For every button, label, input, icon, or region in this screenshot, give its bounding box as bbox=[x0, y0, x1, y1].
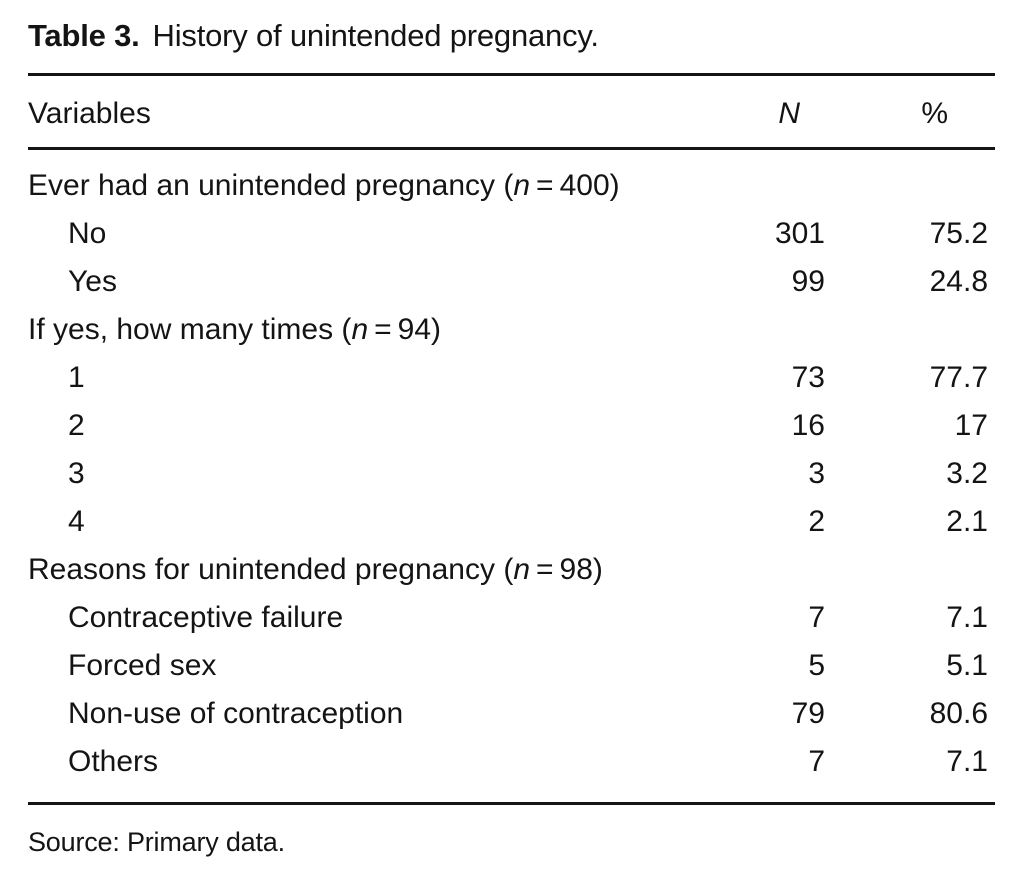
row-percent-value: 7.1 bbox=[946, 745, 988, 778]
row-n-value: 301 bbox=[774, 217, 825, 250]
table-section-row: Ever had an unintended pregnancy (n = 40… bbox=[28, 162, 995, 210]
table-title: Table 3. History of unintended pregnancy. bbox=[28, 16, 995, 56]
row-percent-value: 5.1 bbox=[946, 649, 988, 682]
column-header-percent: % bbox=[921, 96, 948, 130]
row-percent-value: 2.1 bbox=[946, 505, 988, 538]
table-caption: History of unintended pregnancy. bbox=[152, 18, 599, 53]
table-row: No 301 75.2 bbox=[28, 210, 995, 258]
row-percent-value bbox=[832, 546, 995, 594]
row-n-value: 7 bbox=[808, 745, 825, 778]
table-row: Non-use of contraception 79 80.6 bbox=[28, 690, 995, 738]
table-section-row: If yes, how many times (n = 94) bbox=[28, 306, 995, 354]
table-section-row: Reasons for unintended pregnancy (n = 98… bbox=[28, 546, 995, 594]
row-n-value: 99 bbox=[791, 265, 825, 298]
table-row: 1 73 77.7 bbox=[28, 354, 995, 402]
row-percent-value: 75.2 bbox=[929, 217, 988, 250]
row-label: Contraceptive failure bbox=[68, 601, 344, 634]
table-row: Others 7 7.1 bbox=[28, 738, 995, 786]
row-percent-value: 17 bbox=[954, 409, 988, 442]
row-n-value: 3 bbox=[808, 457, 825, 490]
row-n-value: 79 bbox=[791, 697, 825, 730]
table-row: Forced sex 5 5.1 bbox=[28, 642, 995, 690]
table-row: 2 16 17 bbox=[28, 402, 995, 450]
row-label: 3 bbox=[68, 457, 85, 490]
row-n-value: 5 bbox=[808, 649, 825, 682]
row-percent-value: 3.2 bbox=[946, 457, 988, 490]
row-label: No bbox=[68, 217, 107, 250]
row-label: If yes, how many times (n = 94) bbox=[28, 313, 442, 346]
row-label: Non-use of contraception bbox=[68, 697, 404, 730]
row-n-value bbox=[720, 306, 832, 354]
table-row: Yes 99 24.8 bbox=[28, 258, 995, 306]
row-label: Forced sex bbox=[68, 649, 217, 682]
table-row: 4 2 2.1 bbox=[28, 498, 995, 546]
source-note: Source: Primary data. bbox=[28, 827, 285, 857]
row-label: Ever had an unintended pregnancy (n = 40… bbox=[28, 169, 620, 202]
row-n-value bbox=[720, 546, 832, 594]
table-body: Ever had an unintended pregnancy (n = 40… bbox=[28, 150, 995, 802]
table-row: 3 3 3.2 bbox=[28, 450, 995, 498]
header-rule bbox=[28, 147, 995, 150]
table-number: Table 3. bbox=[28, 18, 140, 53]
top-rule bbox=[28, 73, 995, 76]
row-percent-value bbox=[832, 306, 995, 354]
column-header-n: N bbox=[778, 96, 800, 130]
row-label: Yes bbox=[68, 265, 117, 298]
table-row: Contraceptive failure 7 7.1 bbox=[28, 594, 995, 642]
row-label: Others bbox=[68, 745, 159, 778]
row-label: Reasons for unintended pregnancy (n = 98… bbox=[28, 553, 603, 586]
row-n-value: 2 bbox=[808, 505, 825, 538]
row-n-value: 73 bbox=[791, 361, 825, 394]
bottom-rule bbox=[28, 802, 995, 805]
row-percent-value: 24.8 bbox=[929, 265, 988, 298]
row-percent-value bbox=[832, 162, 995, 210]
row-label: 4 bbox=[68, 505, 85, 538]
row-label: 2 bbox=[68, 409, 85, 442]
row-percent-value: 77.7 bbox=[929, 361, 988, 394]
row-percent-value: 80.6 bbox=[929, 697, 988, 730]
column-header-variables: Variables bbox=[28, 96, 151, 130]
column-header-row: Variables N % bbox=[28, 76, 995, 147]
row-n-value: 7 bbox=[808, 601, 825, 634]
row-n-value bbox=[720, 162, 832, 210]
row-label: 1 bbox=[68, 361, 85, 394]
row-percent-value: 7.1 bbox=[946, 601, 988, 634]
row-n-value: 16 bbox=[791, 409, 825, 442]
